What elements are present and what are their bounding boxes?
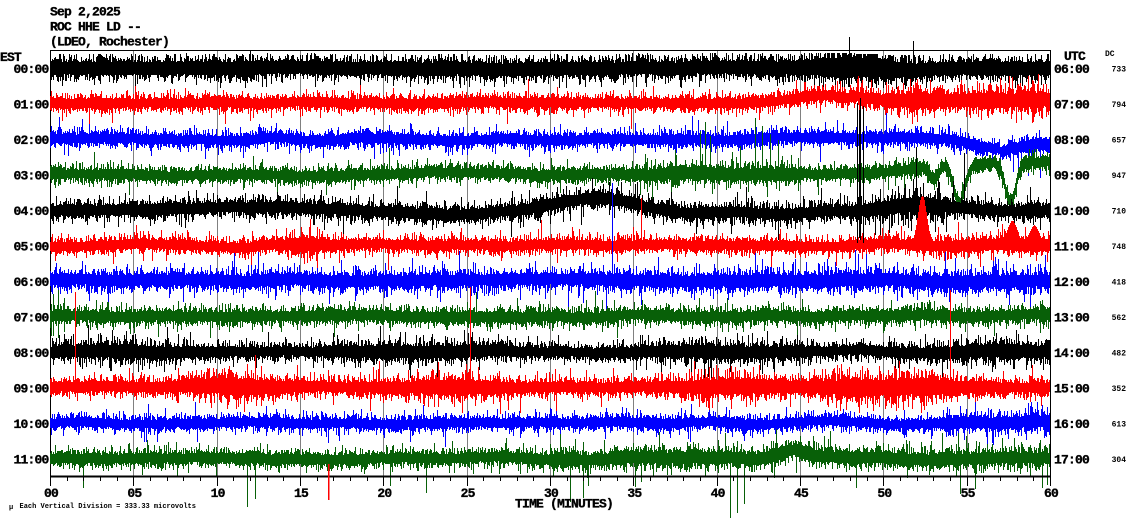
svg-text:05:00: 05:00 <box>13 240 49 255</box>
svg-text:562: 562 <box>1112 314 1127 323</box>
svg-text:10: 10 <box>211 486 226 501</box>
svg-text:03:00: 03:00 <box>13 169 49 184</box>
svg-text:04:00: 04:00 <box>13 204 49 219</box>
svg-text:40: 40 <box>711 486 726 501</box>
svg-text:DC: DC <box>1105 50 1115 59</box>
svg-text:25: 25 <box>461 486 476 501</box>
svg-text:10:00: 10:00 <box>13 417 49 432</box>
svg-text:TIME (MINUTES): TIME (MINUTES) <box>515 497 613 512</box>
svg-text:733: 733 <box>1112 66 1127 75</box>
svg-text:35: 35 <box>627 486 642 501</box>
svg-text:16:00: 16:00 <box>1054 417 1090 432</box>
svg-text:613: 613 <box>1112 421 1127 430</box>
svg-text:08:00: 08:00 <box>1054 133 1090 148</box>
svg-text:Each Vertical Division = 333.: Each Vertical Division = 333.33 microvol… <box>20 503 196 511</box>
svg-text:30: 30 <box>544 486 559 501</box>
svg-text:14:00: 14:00 <box>1054 346 1090 361</box>
svg-text:947: 947 <box>1112 172 1127 181</box>
svg-text:657: 657 <box>1112 137 1127 146</box>
svg-text:00: 00 <box>44 486 59 501</box>
svg-text:11:00: 11:00 <box>1054 240 1090 255</box>
svg-text:12:00: 12:00 <box>1054 275 1090 290</box>
svg-text:20: 20 <box>377 486 392 501</box>
svg-text:60: 60 <box>1044 486 1059 501</box>
svg-text:13:00: 13:00 <box>1054 311 1090 326</box>
svg-text:05: 05 <box>127 486 142 501</box>
svg-text:09:00: 09:00 <box>1054 169 1090 184</box>
svg-text:01:00: 01:00 <box>13 98 49 113</box>
svg-text:482: 482 <box>1112 350 1127 359</box>
svg-text:710: 710 <box>1112 208 1127 217</box>
svg-text:50: 50 <box>877 486 892 501</box>
svg-text:418: 418 <box>1112 279 1127 288</box>
svg-text:11:00: 11:00 <box>13 453 49 468</box>
svg-text:06:00: 06:00 <box>1054 62 1090 77</box>
svg-text:08:00: 08:00 <box>13 346 49 361</box>
svg-text:45: 45 <box>794 486 809 501</box>
svg-text:00:00: 00:00 <box>13 62 49 77</box>
svg-text:EST: EST <box>0 50 22 65</box>
svg-text:55: 55 <box>961 486 976 501</box>
svg-text:02:00: 02:00 <box>13 133 49 148</box>
svg-text:17:00: 17:00 <box>1054 453 1090 468</box>
svg-text:07:00: 07:00 <box>1054 98 1090 113</box>
svg-text:UTC: UTC <box>1064 49 1086 64</box>
svg-text:ROC HHE LD --: ROC HHE LD -- <box>50 20 141 35</box>
svg-text:Sep 2,2025: Sep 2,2025 <box>50 5 121 20</box>
svg-text:15:00: 15:00 <box>1054 382 1090 397</box>
svg-text:352: 352 <box>1112 385 1127 394</box>
svg-text:794: 794 <box>1112 101 1127 110</box>
svg-text:06:00: 06:00 <box>13 275 49 290</box>
svg-text:07:00: 07:00 <box>13 311 49 326</box>
svg-text:09:00: 09:00 <box>13 382 49 397</box>
svg-text:μ: μ <box>9 504 13 512</box>
svg-text:304: 304 <box>1112 456 1127 465</box>
svg-text:748: 748 <box>1112 243 1127 252</box>
svg-text:10:00: 10:00 <box>1054 204 1090 219</box>
svg-text:15: 15 <box>294 486 309 501</box>
svg-text:(LDEO, Rochester): (LDEO, Rochester) <box>50 35 169 50</box>
